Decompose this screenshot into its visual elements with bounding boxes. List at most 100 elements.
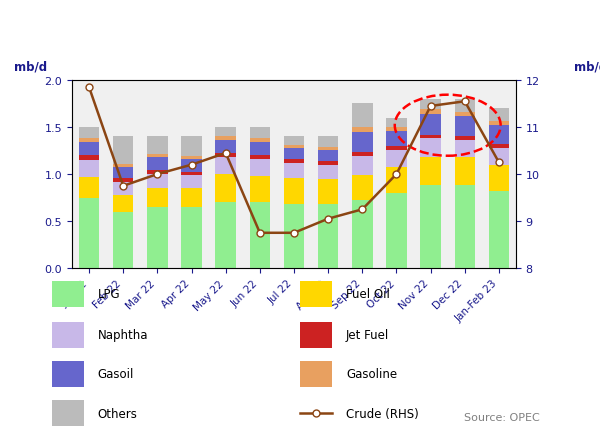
Bar xyxy=(113,167,133,178)
Text: China's Import of Crude and Total Products: China's Import of Crude and Total Produc… xyxy=(73,27,527,46)
Bar xyxy=(79,128,100,139)
Text: LPG: LPG xyxy=(97,288,120,301)
Bar xyxy=(284,137,304,146)
Bar xyxy=(421,158,441,186)
Bar xyxy=(215,128,236,137)
Bar xyxy=(318,147,338,150)
Bar xyxy=(250,160,270,176)
FancyBboxPatch shape xyxy=(300,322,332,348)
Bar xyxy=(318,165,338,179)
Bar xyxy=(421,135,441,139)
Bar xyxy=(113,164,133,167)
Bar xyxy=(386,150,407,167)
Bar xyxy=(79,156,100,161)
Bar xyxy=(488,165,509,192)
Bar xyxy=(181,160,202,173)
Bar xyxy=(181,176,202,189)
Bar xyxy=(181,137,202,157)
Bar xyxy=(386,147,407,150)
FancyBboxPatch shape xyxy=(52,361,84,387)
Bar xyxy=(284,164,304,178)
Bar xyxy=(488,109,509,122)
Bar xyxy=(352,132,373,153)
Bar xyxy=(250,128,270,139)
Bar xyxy=(352,128,373,132)
Bar xyxy=(79,198,100,268)
Bar xyxy=(455,113,475,117)
Bar xyxy=(318,204,338,268)
Bar xyxy=(113,137,133,164)
Bar xyxy=(352,153,373,157)
Bar xyxy=(284,148,304,160)
Bar xyxy=(488,126,509,145)
Bar xyxy=(147,207,167,268)
Bar xyxy=(352,157,373,176)
Text: Source: OPEC: Source: OPEC xyxy=(464,412,540,422)
Bar xyxy=(488,192,509,268)
Bar xyxy=(284,146,304,148)
Bar xyxy=(79,143,100,156)
Bar xyxy=(147,137,167,155)
Text: Gasoline: Gasoline xyxy=(346,368,397,380)
Bar xyxy=(113,182,133,195)
FancyBboxPatch shape xyxy=(52,400,84,426)
Bar xyxy=(147,171,167,175)
Text: mb/d: mb/d xyxy=(574,60,600,73)
Bar xyxy=(386,193,407,268)
Bar xyxy=(488,148,509,165)
Bar xyxy=(386,128,407,132)
Bar xyxy=(215,137,236,141)
Bar xyxy=(250,156,270,160)
Text: Jet Fuel: Jet Fuel xyxy=(346,328,389,341)
FancyBboxPatch shape xyxy=(52,281,84,307)
Text: Others: Others xyxy=(97,406,137,420)
Bar xyxy=(455,141,475,158)
Bar xyxy=(113,178,133,182)
Bar xyxy=(455,117,475,137)
Bar xyxy=(284,178,304,204)
Text: Crude (RHS): Crude (RHS) xyxy=(346,406,419,420)
Bar xyxy=(113,212,133,268)
Bar xyxy=(488,145,509,148)
Bar xyxy=(455,100,475,113)
Bar xyxy=(250,139,270,143)
Bar xyxy=(79,178,100,198)
Bar xyxy=(250,176,270,203)
Bar xyxy=(181,157,202,160)
Bar xyxy=(318,150,338,161)
Bar xyxy=(113,195,133,212)
Bar xyxy=(352,201,373,268)
FancyBboxPatch shape xyxy=(52,322,84,348)
Bar xyxy=(284,204,304,268)
Bar xyxy=(352,104,373,128)
Bar xyxy=(147,158,167,171)
FancyBboxPatch shape xyxy=(300,281,332,307)
Bar xyxy=(386,118,407,128)
Bar xyxy=(181,189,202,207)
Text: Naphtha: Naphtha xyxy=(97,328,148,341)
Bar xyxy=(215,175,236,203)
Bar xyxy=(147,189,167,207)
Bar xyxy=(421,186,441,268)
Bar xyxy=(386,132,407,147)
Bar xyxy=(421,115,441,135)
Text: mb/d: mb/d xyxy=(14,60,47,73)
Bar xyxy=(181,173,202,176)
Bar xyxy=(318,137,338,147)
Bar xyxy=(147,155,167,158)
Bar xyxy=(284,160,304,164)
Text: Fuel Oil: Fuel Oil xyxy=(346,288,390,301)
Bar xyxy=(455,158,475,186)
Bar xyxy=(79,139,100,143)
Bar xyxy=(79,161,100,178)
Text: Gasoil: Gasoil xyxy=(97,368,134,380)
Bar xyxy=(455,137,475,141)
Bar xyxy=(215,158,236,175)
Bar xyxy=(318,179,338,204)
Bar xyxy=(147,175,167,189)
Bar xyxy=(250,203,270,268)
Bar xyxy=(215,141,236,154)
Bar xyxy=(455,186,475,268)
Bar xyxy=(386,167,407,193)
Bar xyxy=(318,161,338,165)
